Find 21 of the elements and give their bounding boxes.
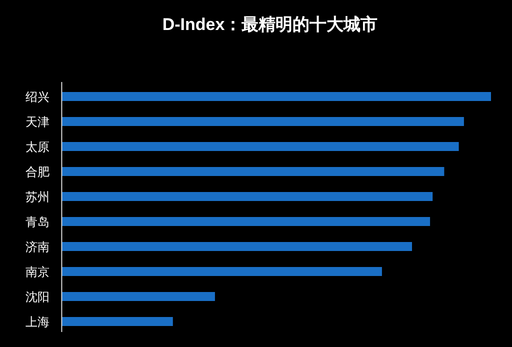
bar <box>62 192 433 201</box>
chart-title: D-Index：最精明的十大城市 <box>162 15 378 34</box>
y-tick-label: 上海 <box>26 315 50 329</box>
y-tick-label: 合肥 <box>26 165 50 179</box>
bar <box>62 292 215 301</box>
y-tick-label: 太原 <box>26 140 50 154</box>
y-tick-label: 绍兴 <box>26 90 50 104</box>
y-tick-label: 济南 <box>26 240 50 254</box>
bar <box>62 167 444 176</box>
bar <box>62 142 459 151</box>
bar <box>62 242 412 251</box>
bar <box>62 117 464 126</box>
y-tick-label: 南京 <box>26 265 50 279</box>
bar <box>62 317 173 326</box>
y-tick-label: 沈阳 <box>26 290 50 304</box>
y-tick-label: 青岛 <box>26 215 50 229</box>
y-tick-label: 苏州 <box>26 190 50 204</box>
bar <box>62 217 430 226</box>
bar <box>62 92 491 101</box>
y-tick-label: 天津 <box>26 115 50 129</box>
bar <box>62 267 382 276</box>
